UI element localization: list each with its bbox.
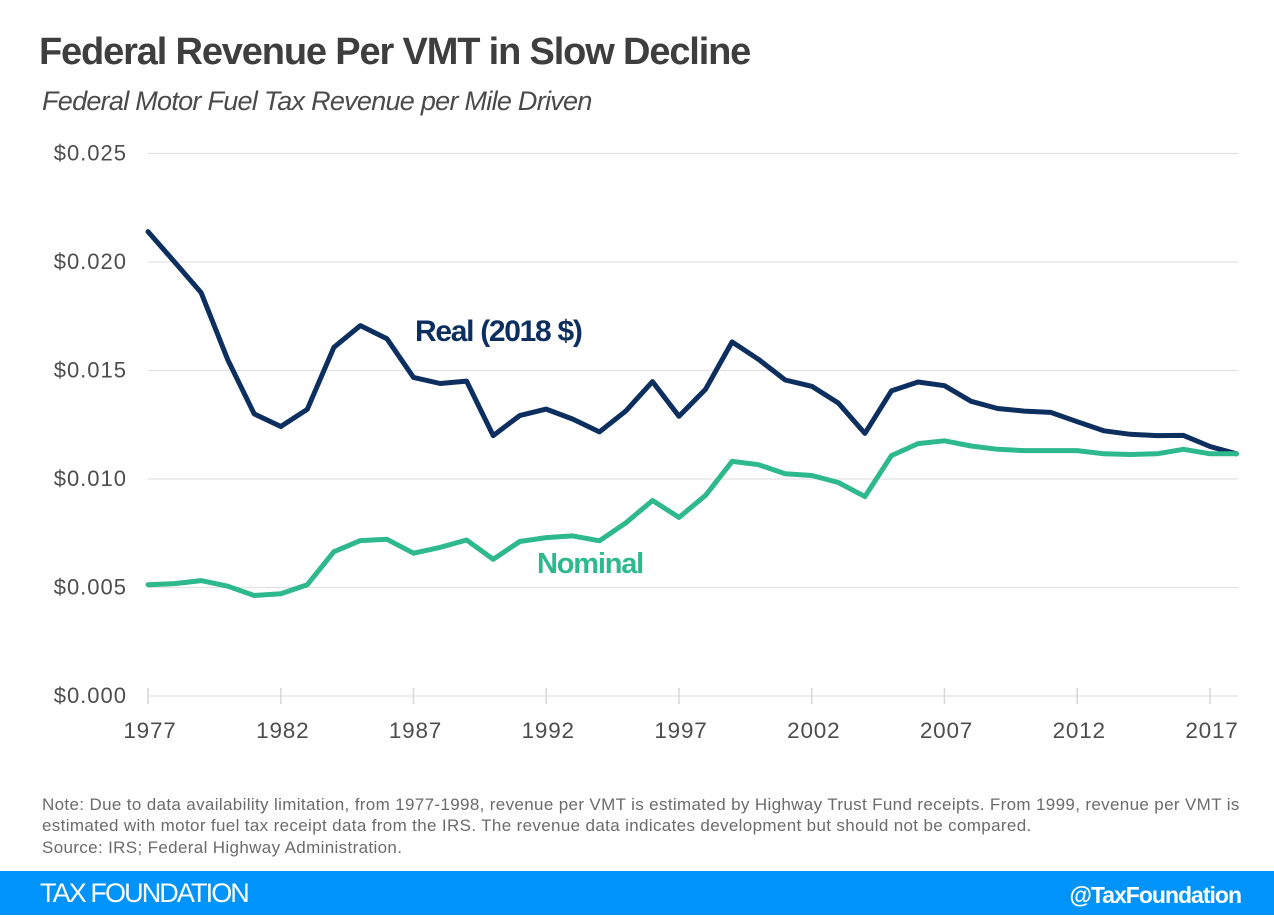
svg-text:2007: 2007	[920, 718, 973, 743]
svg-text:$0.010: $0.010	[54, 466, 127, 491]
svg-text:2017: 2017	[1185, 718, 1238, 743]
svg-text:Real (2018 $): Real (2018 $)	[415, 315, 582, 348]
svg-text:$0.005: $0.005	[54, 575, 127, 600]
svg-text:2012: 2012	[1053, 718, 1106, 743]
svg-text:Nominal: Nominal	[537, 548, 643, 580]
svg-text:1992: 1992	[522, 718, 575, 743]
svg-text:2002: 2002	[787, 718, 840, 743]
svg-text:1997: 1997	[654, 718, 707, 743]
svg-text:1982: 1982	[256, 718, 309, 743]
svg-text:$0.020: $0.020	[54, 249, 127, 274]
svg-text:$0.000: $0.000	[54, 683, 127, 708]
svg-text:$0.025: $0.025	[54, 141, 127, 166]
svg-text:1977: 1977	[123, 718, 176, 743]
svg-text:$0.015: $0.015	[54, 358, 127, 383]
svg-text:1987: 1987	[389, 718, 442, 743]
